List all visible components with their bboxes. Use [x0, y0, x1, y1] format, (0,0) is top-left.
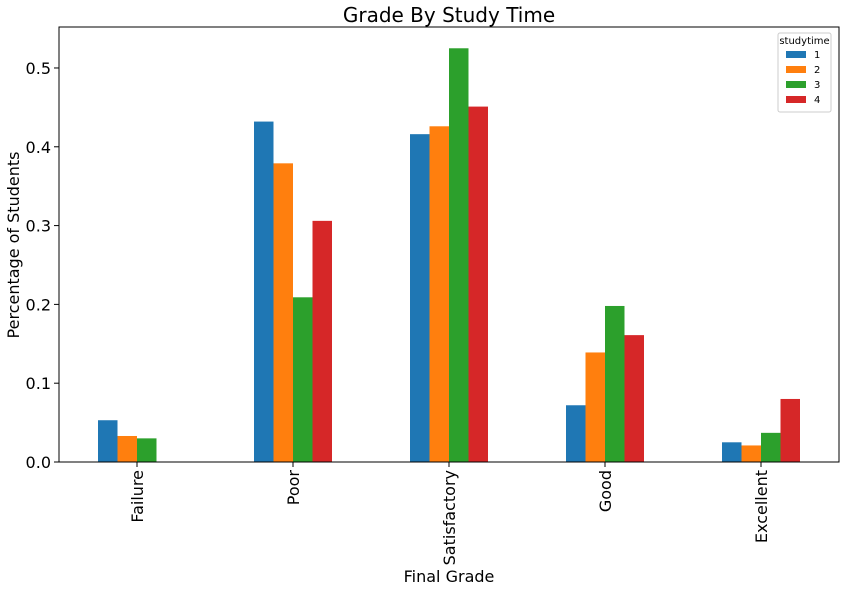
legend: studytime 1 2 3 4	[777, 32, 832, 113]
y-tick-label: 0.1	[26, 374, 51, 393]
bar-excellent-studytime-1	[722, 442, 742, 462]
bar-good-studytime-4	[624, 335, 644, 463]
bar-satisfactory-studytime-2	[429, 126, 449, 462]
bar-good-studytime-2	[585, 352, 605, 462]
legend-swatch-studytime-2	[786, 66, 806, 73]
bars-layer	[98, 48, 800, 463]
legend-label-studytime-1: 1	[814, 50, 820, 61]
bar-failure-studytime-2	[117, 435, 137, 462]
bar-failure-studytime-3	[137, 438, 157, 462]
y-tick-label: 0.2	[26, 295, 51, 314]
legend-label-studytime-3: 3	[814, 80, 820, 91]
bar-excellent-studytime-4	[780, 398, 800, 462]
bar-poor-studytime-4	[312, 220, 332, 462]
legend-swatch-studytime-4	[786, 96, 806, 103]
y-tick-label: 0.3	[26, 217, 51, 236]
y-axis: 0.0 0.1 0.2 0.3 0.4 0.5	[26, 59, 59, 472]
y-tick-label: 0.4	[26, 138, 51, 157]
x-axis-title: Final Grade	[404, 567, 495, 586]
x-axis: Failure Poor Satisfactory Good Excellent	[128, 462, 771, 565]
x-tick-label-poor: Poor	[284, 470, 303, 506]
bar-poor-studytime-3	[293, 297, 313, 462]
chart-title: Grade By Study Time	[343, 3, 555, 27]
bar-poor-studytime-1	[254, 121, 274, 462]
legend-title: studytime	[779, 36, 829, 47]
y-tick-label: 0.5	[26, 59, 51, 78]
x-tick-label-good: Good	[596, 470, 615, 512]
bar-satisfactory-studytime-1	[410, 134, 430, 463]
bar-poor-studytime-2	[273, 163, 293, 462]
y-axis-title: Percentage of Students	[4, 152, 23, 339]
bar-satisfactory-studytime-3	[449, 48, 469, 462]
legend-label-studytime-2: 2	[814, 65, 820, 76]
legend-swatch-studytime-3	[786, 81, 806, 88]
bar-excellent-studytime-3	[761, 432, 781, 462]
x-tick-label-satisfactory: Satisfactory	[440, 470, 459, 565]
bar-good-studytime-3	[605, 305, 625, 462]
bar-excellent-studytime-2	[741, 445, 761, 462]
bar-good-studytime-1	[566, 405, 586, 462]
y-tick-label: 0.0	[26, 453, 51, 472]
bar-failure-studytime-1	[98, 420, 118, 462]
x-tick-label-excellent: Excellent	[752, 470, 771, 543]
legend-swatch-studytime-1	[786, 51, 806, 58]
x-tick-label-failure: Failure	[128, 470, 147, 523]
legend-label-studytime-4: 4	[814, 95, 820, 106]
bar-satisfactory-studytime-4	[468, 106, 488, 462]
